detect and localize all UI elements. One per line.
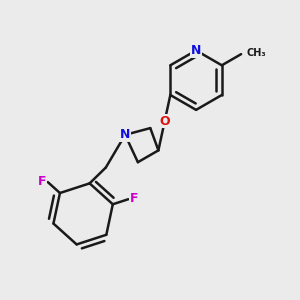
Text: N: N [120, 128, 130, 141]
Text: F: F [130, 192, 138, 205]
Text: N: N [191, 44, 201, 57]
Text: F: F [38, 175, 46, 188]
Text: O: O [159, 115, 170, 128]
Text: CH₃: CH₃ [247, 48, 266, 58]
